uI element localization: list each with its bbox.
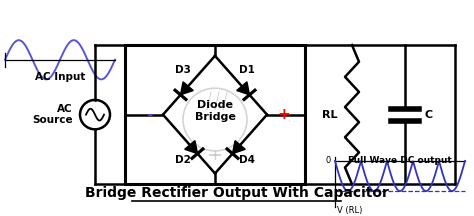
Text: AC
Source: AC Source <box>32 104 73 125</box>
Text: RL: RL <box>322 110 338 120</box>
Text: V (RL): V (RL) <box>337 206 363 215</box>
Text: Diode
Bridge: Diode Bridge <box>194 100 236 122</box>
Text: -: - <box>146 107 153 122</box>
Polygon shape <box>233 141 245 154</box>
Bar <box>125 45 305 184</box>
Polygon shape <box>181 82 193 95</box>
Text: 0: 0 <box>326 156 331 165</box>
Text: D4: D4 <box>239 155 255 165</box>
Text: Bridge Rectifier Output With Capacitor: Bridge Rectifier Output With Capacitor <box>85 186 389 200</box>
Text: Full Wave DC output: Full Wave DC output <box>348 156 452 165</box>
Text: D3: D3 <box>175 65 191 75</box>
Text: C: C <box>425 110 433 120</box>
Text: D1: D1 <box>239 65 255 75</box>
Text: +: + <box>277 107 290 122</box>
Polygon shape <box>185 141 198 154</box>
Text: D2: D2 <box>175 155 191 165</box>
Text: AC Input: AC Input <box>35 71 85 81</box>
Polygon shape <box>237 82 249 95</box>
